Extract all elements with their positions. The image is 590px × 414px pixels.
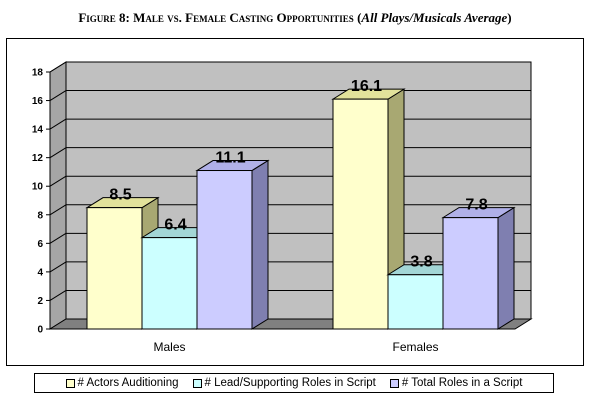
y-tick-label: 8 [37,210,43,221]
gridline-side [49,261,67,273]
y-tick-label: 10 [32,182,44,193]
data-label: 3.8 [410,254,432,271]
title-prefix: Figure 8: [78,10,130,25]
legend-swatch-lead [192,378,202,388]
bar [141,237,198,330]
bar [442,217,499,330]
bar-side [251,159,269,330]
chart-area: 0 2 4 6 8 10 12 14 16 18 8.5 16.1 6.4 3.8 11.1 7.8 Males… [6,38,584,366]
legend-swatch-actors [65,378,75,388]
y-tick-label: 18 [32,68,44,79]
legend: # Actors Auditioning # Lead/Supporting R… [34,373,554,393]
legend-swatch-total [389,378,399,388]
side-wall [49,61,67,330]
y-tick-label: 16 [32,96,44,107]
bar-chart: 0 2 4 6 8 10 12 14 16 18 8.5 16.1 6.4 3.8 11.1 7.8 Males… [32,61,533,354]
gridline-side [49,118,67,130]
data-label: 11.1 [215,150,245,167]
y-tick-label: 14 [32,125,44,136]
title-paren-open: ( [353,10,362,25]
y-tick-label: 12 [32,153,44,164]
legend-label-total: # Total Roles in a Script [401,377,523,389]
chart-title: Figure 8: Male vs. Female Casting Opport… [0,10,590,26]
gridline-side [49,61,67,73]
y-tick-label: 4 [37,267,43,278]
y-tick-label: 6 [37,239,43,250]
title-paren-close: ) [507,10,512,25]
gridline-side [49,232,67,244]
gridline-side [49,204,67,216]
bar [332,98,389,330]
legend-label-actors: # Actors Auditioning [77,377,179,389]
gridline-side [49,175,67,187]
bar [387,274,444,330]
bar-side [497,206,515,330]
data-label: 6.4 [164,217,186,234]
gridline-side [49,290,67,301]
gridline-side [49,90,67,101]
data-label: 16.1 [351,78,382,95]
y-tick-label: 0 [37,325,43,336]
y-tick-label: 2 [37,296,43,307]
bar [196,170,253,330]
data-label: 7.8 [465,197,487,214]
legend-label-lead: # Lead/Supporting Roles in Script [204,377,376,389]
title-italic: All Plays/Musicals Average [361,10,508,25]
x-category-label: Males [153,340,185,354]
legend-item-lead: # Lead/Supporting Roles in Script [192,377,376,389]
legend-item-total: # Total Roles in a Script [389,377,523,389]
x-category-label: Females [392,340,438,354]
bar [86,207,143,330]
data-label: 8.5 [109,187,131,204]
title-main: Male vs. Female Casting Opportunities [133,10,354,25]
gridline-side [49,147,67,159]
legend-item-actors: # Actors Auditioning [65,377,179,389]
